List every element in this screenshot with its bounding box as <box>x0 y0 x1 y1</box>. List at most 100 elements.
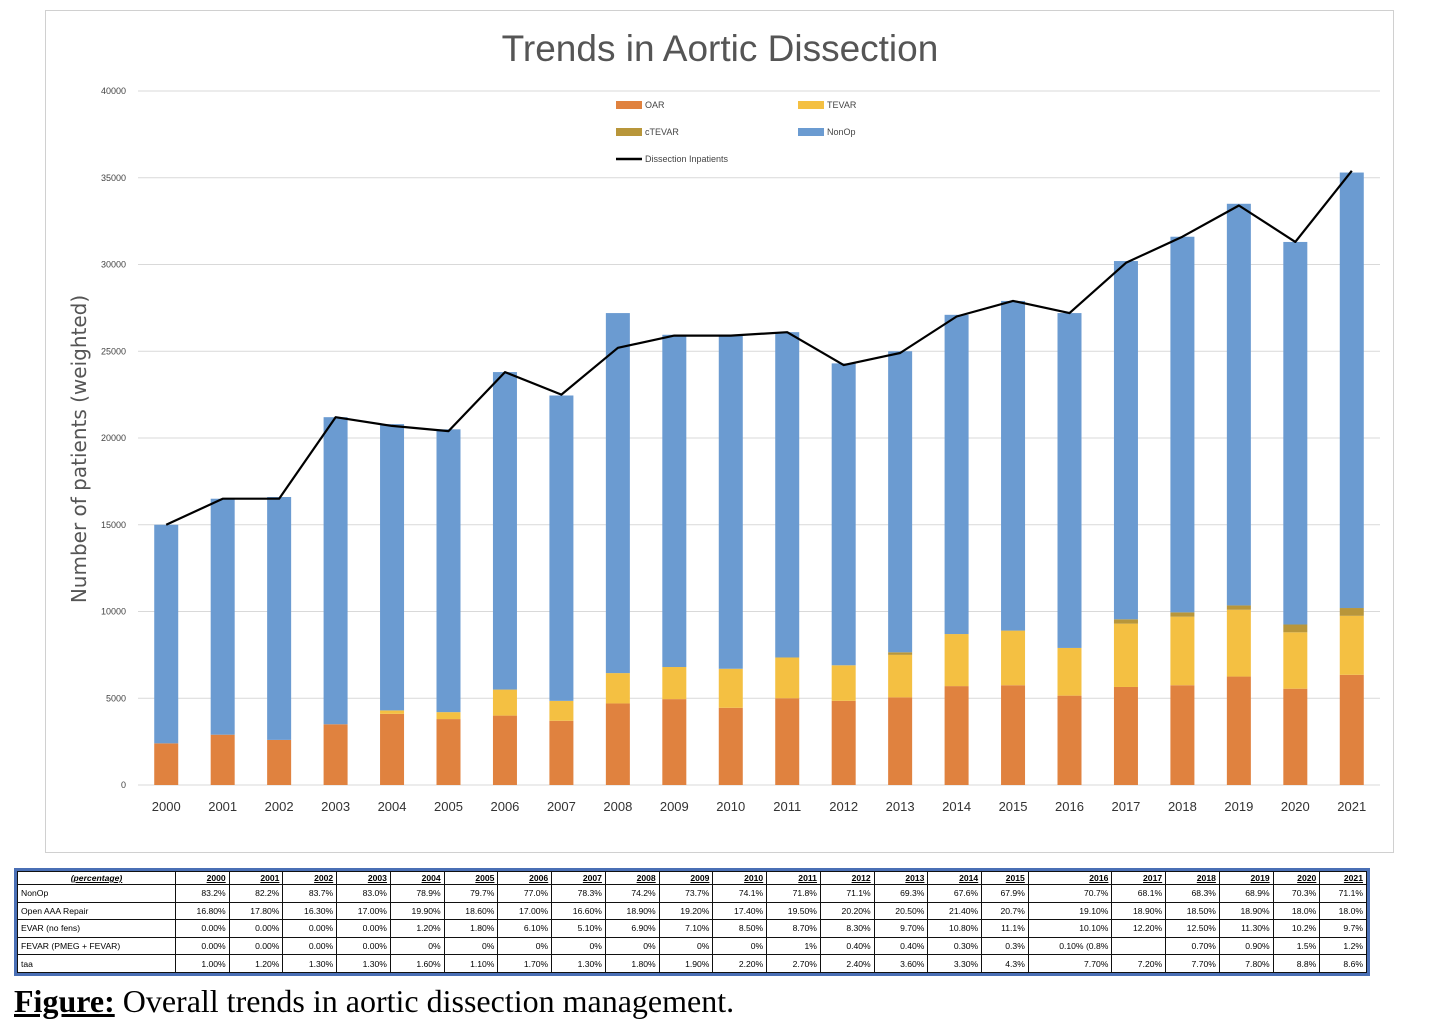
table-cell: 0% <box>551 936 606 956</box>
line-layer <box>165 170 1353 526</box>
table-cell: 9.7% <box>1319 919 1367 938</box>
table-cell: 0.30% <box>927 936 983 956</box>
table-cell: 20.20% <box>819 901 875 921</box>
table-cell: 1.30% <box>282 954 338 973</box>
table-year-header: 2008 <box>604 871 660 885</box>
table-cell: 67.6% <box>927 884 983 903</box>
table-cell: 0.3% <box>981 936 1029 956</box>
table-cell: 8.6% <box>1319 954 1367 973</box>
table-cell: 16.80% <box>174 901 230 921</box>
table-cell: 10.2% <box>1272 919 1321 938</box>
series-line-dissection-inpatients <box>165 170 1353 526</box>
x-tick-label: 2015 <box>999 799 1028 814</box>
legend-swatch-oar <box>616 101 642 109</box>
table-cell: 19.90% <box>389 901 445 921</box>
table-year-header: 2013 <box>873 871 929 885</box>
bar-tevar-2019 <box>1226 609 1251 677</box>
y-tick-label: 20000 <box>101 433 126 443</box>
table-cell: 78.3% <box>551 884 606 903</box>
table-cell: 20.7% <box>981 901 1029 921</box>
table-cell: 21.40% <box>927 901 983 921</box>
table-year-header: 2010 <box>712 871 768 885</box>
legend-swatch-tevar <box>798 101 824 109</box>
x-tick-label: 2016 <box>1055 799 1084 814</box>
bar-ctevar-2019 <box>1226 605 1251 610</box>
table-year-header: 2012 <box>819 871 875 885</box>
bar-ctevar-2013 <box>888 652 913 655</box>
y-tick-label: 30000 <box>101 260 126 270</box>
bar-oar-2020 <box>1283 688 1308 785</box>
table-cell: 1.80% <box>604 954 660 973</box>
x-tick-label: 2020 <box>1281 799 1310 814</box>
table-cell: 8.8% <box>1272 954 1321 973</box>
table-cell: 70.7% <box>1027 884 1113 903</box>
table-cell: 1.30% <box>551 954 606 973</box>
table-cell: 83.0% <box>336 884 391 903</box>
table-cell: 74.2% <box>604 884 660 903</box>
x-tick-label: 2007 <box>547 799 576 814</box>
legend-label-nonop: NonOp <box>827 127 856 137</box>
bar-ctevar-2020 <box>1283 624 1308 633</box>
bar-tevar-2015 <box>1001 630 1026 686</box>
table-row-label: FEVAR (PMEG + FEVAR) <box>17 936 176 956</box>
bar-oar-2019 <box>1226 676 1251 785</box>
x-tick-label: 2014 <box>942 799 971 814</box>
table-year-header: 2009 <box>658 871 714 885</box>
table-cell: 1.80% <box>443 919 499 938</box>
x-tick-label: 2011 <box>773 799 801 814</box>
legend-label-tevar: TEVAR <box>827 100 857 110</box>
x-tick-label: 2008 <box>603 799 632 814</box>
table-cell: 20.50% <box>873 901 929 921</box>
table-header-row: (percentage) 2000 2001 2002 2003 2004 2005 2006… <box>17 871 1367 885</box>
bar-oar-2000 <box>154 743 179 785</box>
table-cell: 3.60% <box>873 954 929 973</box>
bar-nonop-2001 <box>210 498 235 735</box>
chart-svg: 0 5000 10000 15000 20000 25000 30000 35000 40000… <box>67 28 1380 814</box>
table-cell: 68.3% <box>1165 884 1220 903</box>
table-cell: 1.60% <box>389 954 445 973</box>
table-cell: 11.1% <box>981 919 1029 938</box>
x-tick-label: 2012 <box>829 799 858 814</box>
bar-tevar-2012 <box>831 665 856 701</box>
bar-nonop-2002 <box>267 496 292 740</box>
bar-oar-2009 <box>662 699 687 785</box>
bar-nonop-2010 <box>718 334 743 669</box>
table-cell: 0.00% <box>174 919 230 938</box>
chart-title: Trends in Aortic Dissection <box>502 28 939 69</box>
bar-tevar-2018 <box>1170 616 1195 686</box>
table-body: NonOp 83.2% 82.2% 83.7% 83.0% 78.9% 79.7% 77.0%… <box>17 884 1367 973</box>
bar-nonop-2015 <box>1001 300 1026 631</box>
bar-ctevar-2021 <box>1339 608 1364 616</box>
figure-caption: Figure: Overall trends in aortic dissect… <box>14 982 734 1020</box>
bar-tevar-2009 <box>662 667 687 700</box>
legend-label-dissection-inpatients: Dissection Inpatients <box>645 154 729 164</box>
table-cell: 18.90% <box>1218 901 1274 921</box>
table-cell: 8.50% <box>712 919 768 938</box>
table-year-header: 2015 <box>981 871 1029 885</box>
bar-tevar-2007 <box>549 700 574 721</box>
x-tick-label: 2001 <box>208 799 237 814</box>
x-tick-label: 2009 <box>660 799 689 814</box>
bar-oar-2005 <box>436 719 461 785</box>
bar-tevar-2008 <box>605 673 630 704</box>
table-row-label: EVAR (no fens) <box>17 919 176 938</box>
table-cell: 17.00% <box>497 901 553 921</box>
table-year-header: 2006 <box>497 871 553 885</box>
bar-nonop-2017 <box>1113 261 1138 620</box>
table-year-header: 2005 <box>443 871 499 885</box>
x-tick-label: 2019 <box>1224 799 1253 814</box>
legend-label-ctevar: cTEVAR <box>645 127 679 137</box>
bar-nonop-2021 <box>1339 172 1364 609</box>
bar-oar-2012 <box>831 700 856 785</box>
table-cell: 0.00% <box>174 936 230 956</box>
bar-oar-2006 <box>492 715 517 785</box>
table-cell: 18.90% <box>604 901 660 921</box>
bar-nonop-2014 <box>944 314 969 635</box>
table-cell: 0% <box>658 936 714 956</box>
table-cell: 0% <box>712 936 768 956</box>
table-cell: 8.70% <box>766 919 821 938</box>
table-cell: 0.70% <box>1165 936 1220 956</box>
caption-text: Overall trends in aortic dissection mana… <box>114 983 735 1019</box>
x-tick-label: 2017 <box>1111 799 1140 814</box>
table-cell: 67.9% <box>981 884 1029 903</box>
